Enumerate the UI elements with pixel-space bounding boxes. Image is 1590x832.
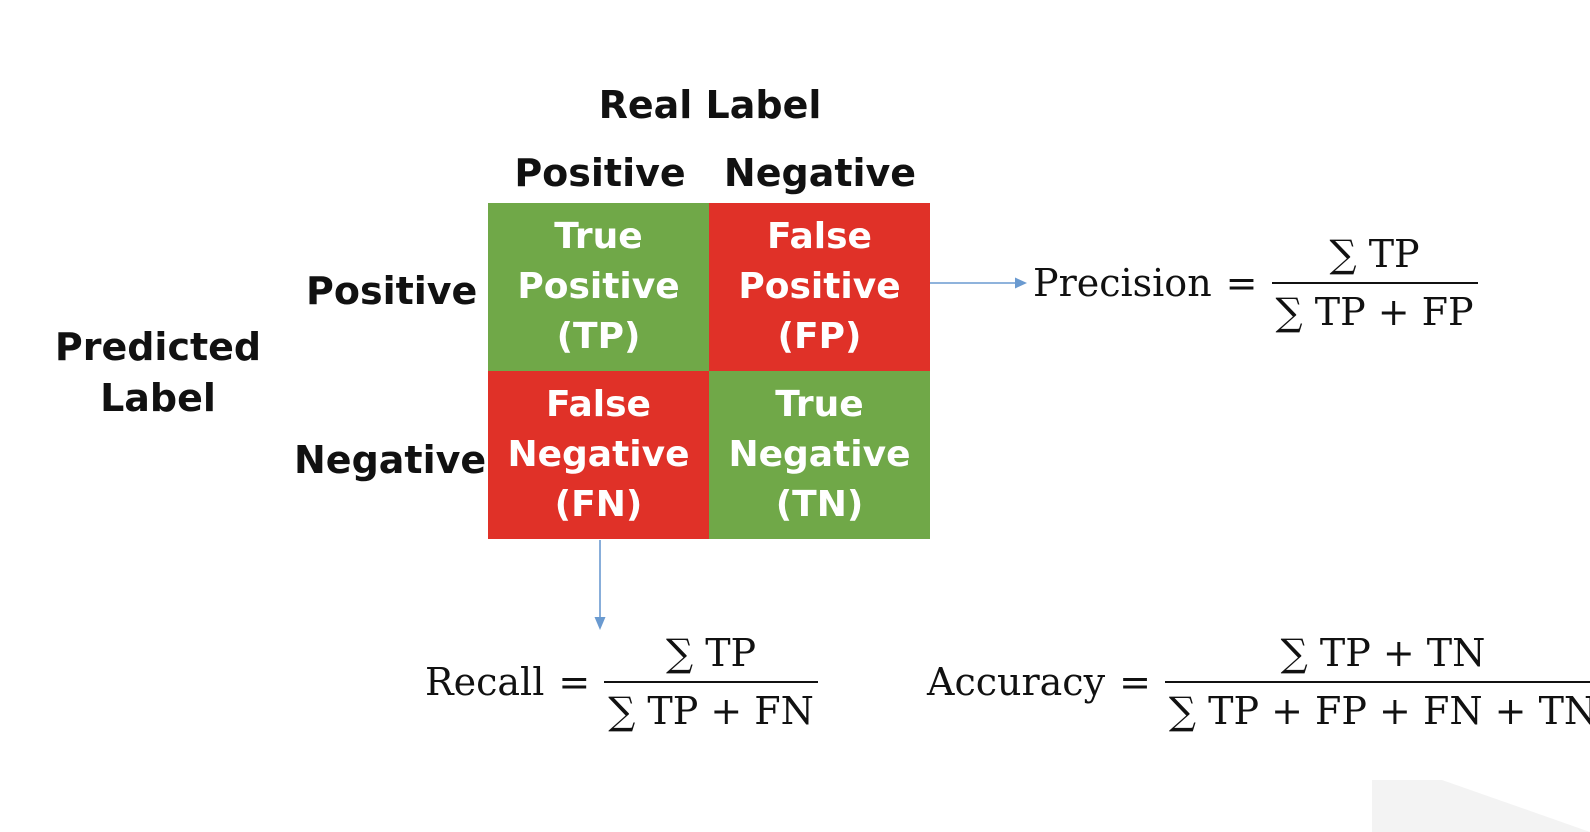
recall-formula: Recall = ∑ TP ∑ TP + FN [425,631,818,733]
cell-tp-line2: Positive [517,266,680,307]
accuracy-name: Accuracy [927,660,1106,704]
recall-fraction: ∑ TP ∑ TP + FN [604,631,818,733]
real-label-title: Real Label [598,83,822,127]
cell-false-negative: False Negative (FN) [488,371,709,539]
accuracy-numerator: ∑ TP + TN [1280,631,1486,675]
row-header-negative: Negative [294,438,487,482]
predicted-label-title: Predicted Label [55,322,261,424]
arrow-to-recall [594,540,606,630]
cell-tn-line2: Negative [728,434,911,475]
precision-fraction: ∑ TP ∑ TP + FP [1271,232,1478,334]
column-header-positive: Positive [514,151,686,195]
recall-numerator: ∑ TP [665,631,757,675]
cell-fp-line1: False [767,216,872,257]
predicted-label-line1: Predicted [54,325,262,369]
precision-denominator: ∑ TP + FP [1275,290,1474,334]
predicted-label-line2: Label [100,376,216,420]
cell-tn-line1: True [775,384,864,425]
accuracy-denominator: ∑ TP + FP + FN + TN [1168,689,1590,733]
arrow-to-precision [930,277,1027,289]
recall-equals: = [558,660,591,704]
cell-fp-line3: (FP) [777,316,862,357]
column-header-negative: Negative [723,151,917,195]
row-header-positive: Positive [306,269,478,313]
precision-equals: = [1225,261,1258,305]
accuracy-fraction: ∑ TP + TN ∑ TP + FP + FN + TN [1164,631,1590,733]
corner-watermark-shape [1372,780,1590,832]
accuracy-equals: = [1119,660,1151,704]
cell-fn-line2: Negative [507,434,690,475]
cell-tp-line3: (TP) [556,316,641,357]
recall-fraction-bar [604,681,818,683]
cell-true-positive: True Positive (TP) [488,203,709,371]
cell-tp-line1: True [554,216,643,257]
precision-formula: Precision = ∑ TP ∑ TP + FP [1033,232,1478,334]
cell-false-positive: False Positive (FP) [709,203,930,371]
cell-fp-line2: Positive [738,266,901,307]
cell-fn-line3: (FN) [554,484,643,525]
accuracy-fraction-bar [1164,681,1590,683]
recall-denominator: ∑ TP + FN [608,689,814,733]
accuracy-formula: Accuracy = ∑ TP + TN ∑ TP + FP + FN + TN [927,631,1590,733]
cell-true-negative: True Negative (TN) [709,371,930,539]
precision-numerator: ∑ TP [1329,232,1420,276]
precision-name: Precision [1033,261,1212,305]
precision-fraction-bar [1271,282,1478,284]
cell-fn-line1: False [546,384,651,425]
cell-tn-line3: (TN) [775,484,864,525]
recall-name: Recall [425,660,545,704]
